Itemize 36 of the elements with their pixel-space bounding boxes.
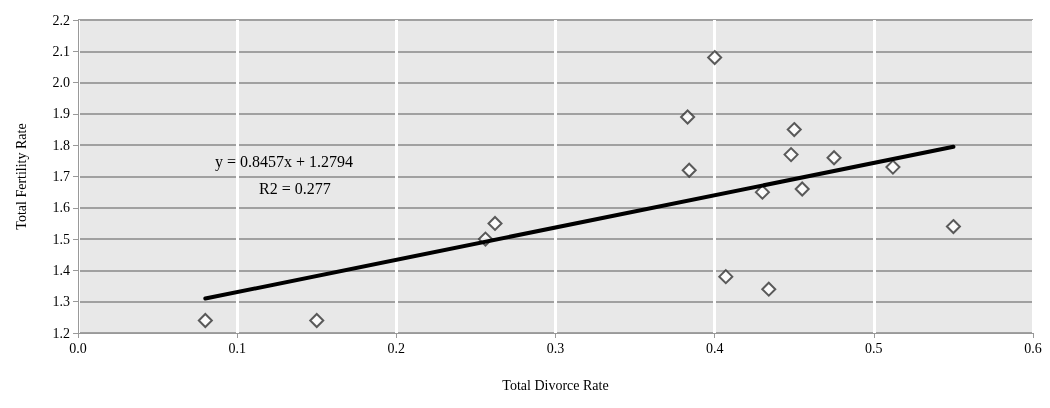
y-axis-title: Total Fertility Rate [13,123,29,230]
x-tick-label: 0.1 [228,340,246,356]
annotation: R2 = 0.277 [259,179,331,197]
point [197,312,213,328]
x-tick-label: 0.0 [69,340,87,356]
point [680,109,696,125]
x-tick-label: 0.3 [546,340,565,356]
y-tick-label: 1.7 [52,169,70,184]
y-tick-label: 2.2 [52,12,70,28]
point [761,281,777,297]
point [681,162,697,178]
point [945,219,961,235]
y-tick-label: 2.1 [52,43,70,59]
point [826,150,842,166]
y-tick-label: 1.4 [52,262,70,278]
y-tick-label: 1.9 [52,106,70,122]
point [794,181,810,197]
point [487,215,503,231]
x-axis-title: Total Divorce Rate [502,377,609,393]
point [786,122,802,138]
annotation: y = 0.8457x + 1.2794 [215,152,354,171]
y-tick-label: 1.3 [52,294,70,310]
point [783,147,799,163]
x-tick-label: 0.5 [865,340,883,356]
point [707,50,723,66]
x-tick-label: 0.2 [387,340,406,356]
point [885,159,901,175]
y-tick-label: 1.5 [52,231,70,247]
point [718,269,734,285]
x-tick-label: 0.6 [1024,340,1042,356]
y-tick-label: 2.0 [52,75,70,91]
y-tick-label: 1.8 [52,137,70,153]
x-tick-label: 0.4 [705,340,724,356]
point [309,312,325,328]
y-tick-label: 1.2 [52,325,70,341]
y-tick-label: 1.6 [52,200,70,216]
